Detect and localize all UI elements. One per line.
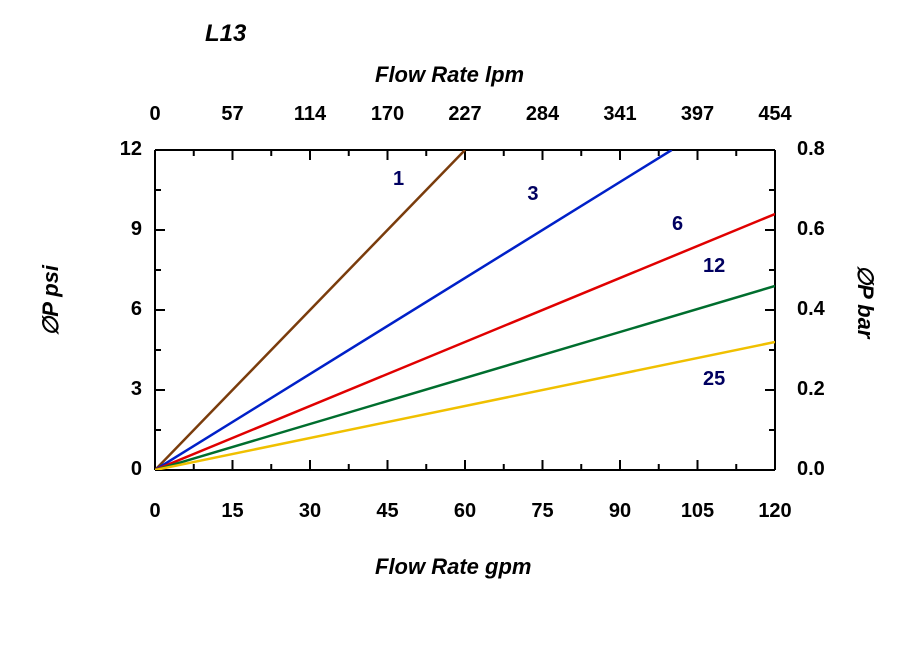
chart-container: L13 Flow Rate lpm Flow Rate gpm ∅P psi ∅…	[0, 0, 907, 660]
series-line-12	[155, 286, 775, 470]
series-line-1	[155, 150, 465, 470]
series-line-25	[155, 342, 775, 470]
series-line-3	[155, 150, 672, 470]
series-line-6	[155, 214, 775, 470]
chart-plot	[0, 0, 907, 660]
